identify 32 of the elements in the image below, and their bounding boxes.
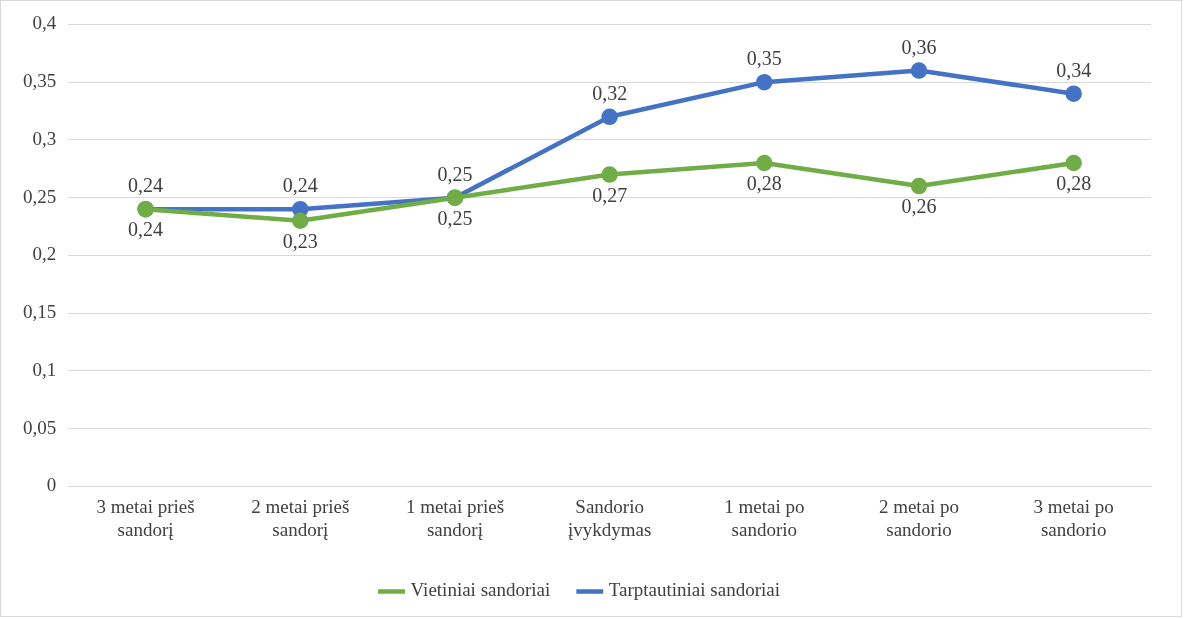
y-tick-label: 0,4 [32,12,57,34]
data-label: 0,27 [592,183,628,206]
data-label: 0,28 [1056,172,1092,195]
data-label: 0,24 [128,174,164,197]
y-tick-label: 0,3 [32,127,57,149]
data-label: 0,32 [592,82,628,105]
data-label: 0,24 [128,218,164,241]
x-tick-label: 1 metai po sandorio [724,495,805,540]
data-label: 0,25 [437,206,473,229]
x-tick-label: 3 metai prieš sandorį [96,495,195,540]
data-label: 0,23 [282,230,318,252]
x-tick-label: 2 metai po sandorio [878,495,960,540]
x-tick-label: 1 metai prieš sandorį [405,495,505,540]
y-tick-label: 0,35 [23,70,57,92]
data-label: 0,25 [437,162,473,185]
y-tick-label: 0,15 [23,301,57,323]
y-tick-label: 0,2 [32,243,57,265]
data-label: 0,34 [1056,58,1092,81]
legend-label: Vietiniai sandoriai [410,579,551,601]
y-tick-label: 0,25 [23,185,57,207]
y-tick-label: 0 [46,474,57,496]
x-tick-label: 3 metai po sandorio [1033,495,1114,540]
y-tick-label: 0,05 [23,416,57,438]
data-label: 0,24 [282,174,318,197]
data-label: 0,36 [901,35,937,58]
data-label: 0,35 [746,47,782,70]
data-label: 0,26 [901,195,937,218]
x-tick-label: 2 metai prieš sandorį [251,495,350,540]
data-label: 0,28 [746,172,782,195]
x-tick-label: Sandorio įvykdymas [567,495,652,540]
y-tick-label: 0,1 [32,358,57,380]
legend-label: Tarptautiniai sandoriai [608,579,780,601]
